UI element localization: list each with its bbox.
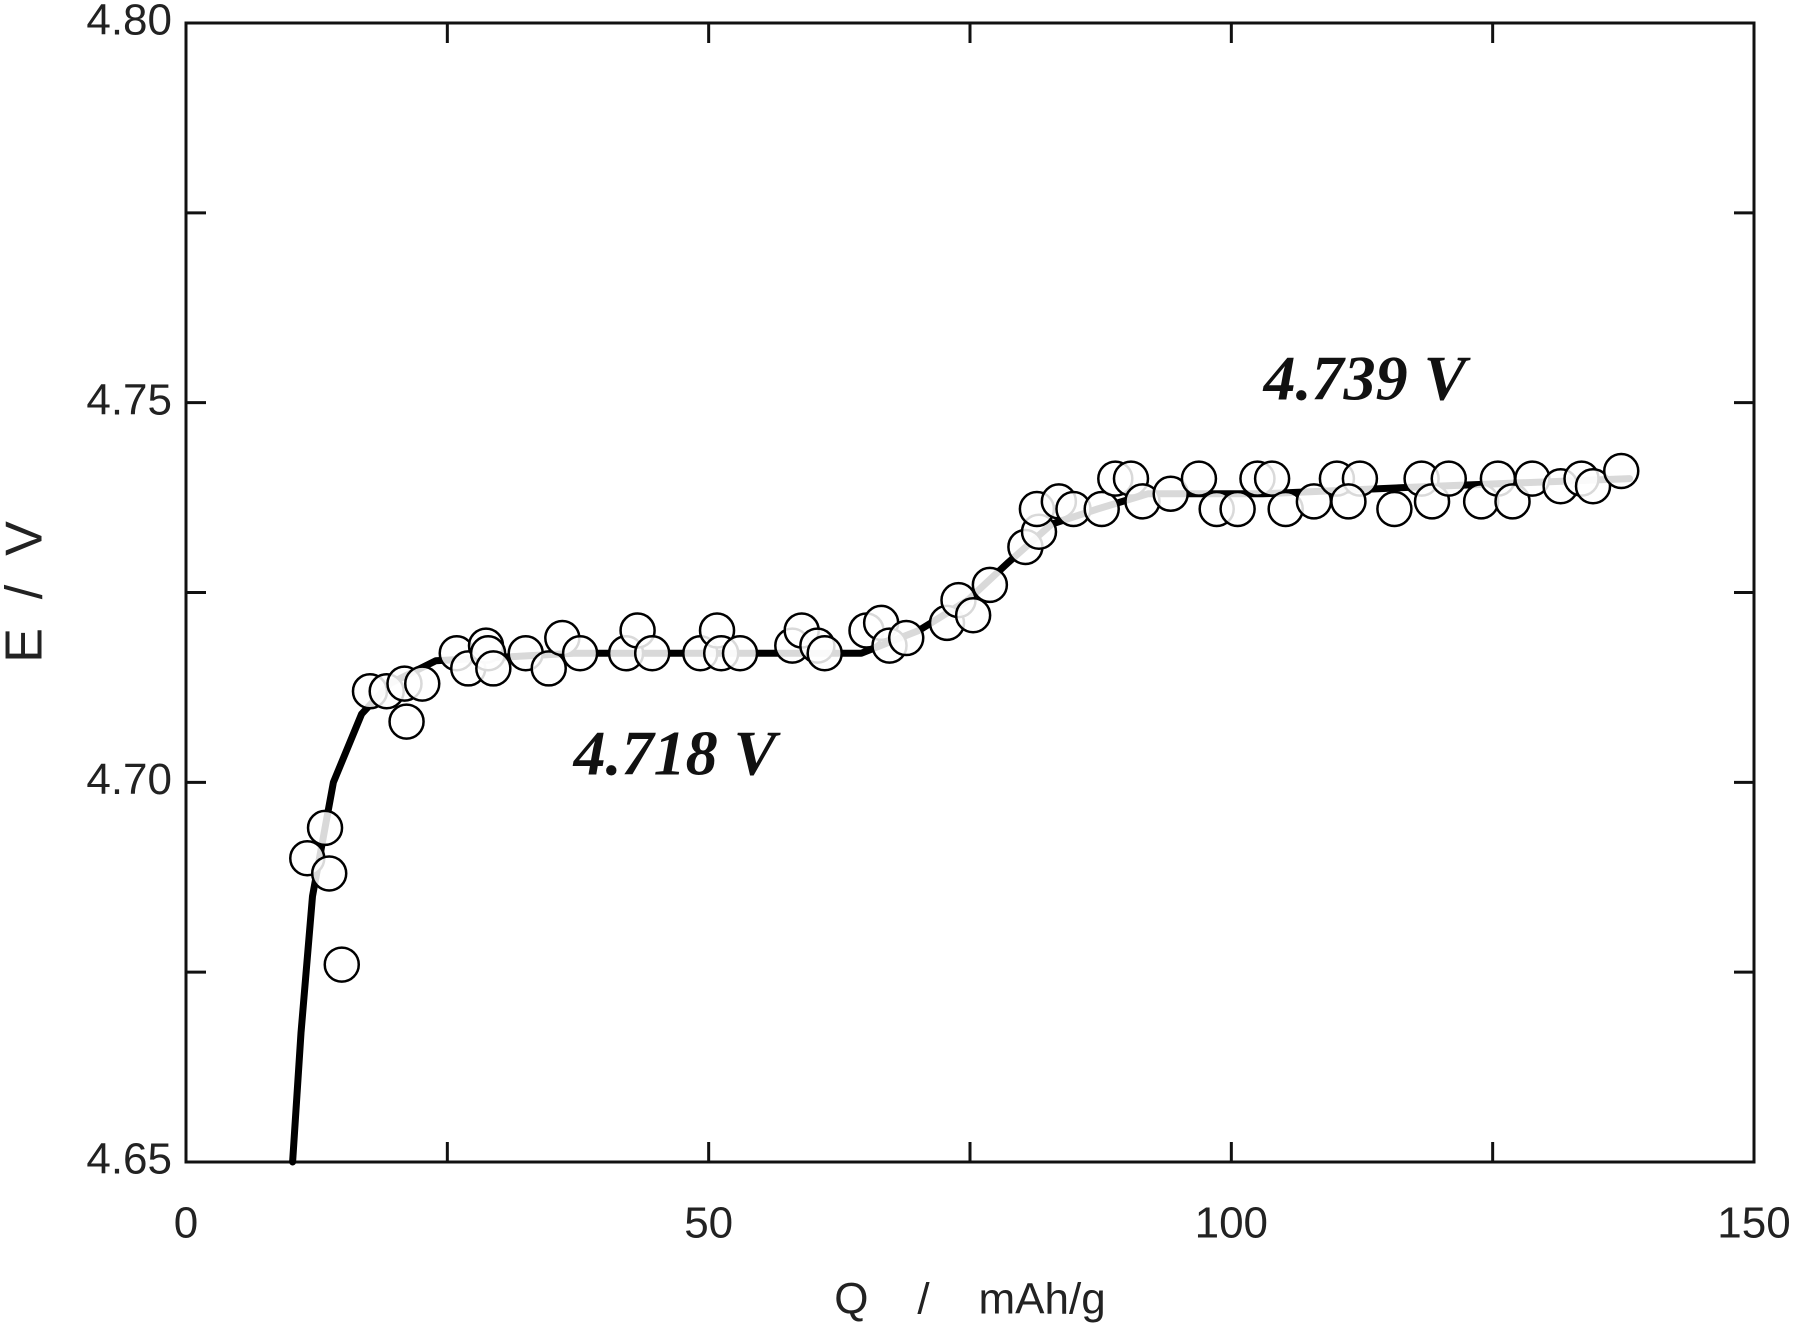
data-point bbox=[1152, 475, 1189, 513]
x-tick-label: 150 bbox=[1717, 1199, 1790, 1248]
data-point bbox=[403, 665, 441, 702]
annotation: 4.718 V bbox=[573, 718, 782, 789]
data-point bbox=[323, 946, 361, 983]
data-point bbox=[1330, 483, 1367, 520]
y-tick-label: 4.75 bbox=[86, 375, 172, 424]
y-tick-label: 4.70 bbox=[86, 755, 172, 804]
data-point bbox=[633, 634, 671, 672]
y-axis-label: E / V bbox=[0, 521, 54, 663]
data-point bbox=[310, 855, 348, 892]
y-tick-label: 4.80 bbox=[86, 0, 172, 45]
x-tick-label: 0 bbox=[174, 1199, 198, 1248]
x-tick-label: 50 bbox=[684, 1199, 733, 1248]
data-point bbox=[1219, 490, 1256, 528]
data-point bbox=[887, 619, 925, 657]
data-point bbox=[1180, 460, 1218, 497]
data-point bbox=[475, 650, 512, 687]
x-axis-label: Q / mAh/g bbox=[834, 1275, 1105, 1324]
data-point bbox=[388, 703, 425, 740]
data-point bbox=[1083, 490, 1120, 528]
data-point bbox=[806, 634, 843, 672]
data-point bbox=[954, 597, 992, 634]
x-tick-label: 100 bbox=[1195, 1199, 1268, 1248]
data-point bbox=[971, 566, 1009, 604]
data-point bbox=[561, 634, 599, 672]
data-point bbox=[1376, 490, 1413, 528]
data-point bbox=[530, 650, 567, 687]
data-point bbox=[1430, 460, 1468, 497]
annotation: 4.739 V bbox=[1263, 343, 1472, 414]
y-tick-label: 4.65 bbox=[86, 1135, 172, 1184]
data-point bbox=[1574, 467, 1612, 505]
fit-line bbox=[289, 475, 1634, 1166]
data-point bbox=[721, 634, 759, 672]
data-point bbox=[1602, 452, 1640, 490]
data-point bbox=[1253, 460, 1291, 497]
data-point bbox=[306, 809, 344, 847]
